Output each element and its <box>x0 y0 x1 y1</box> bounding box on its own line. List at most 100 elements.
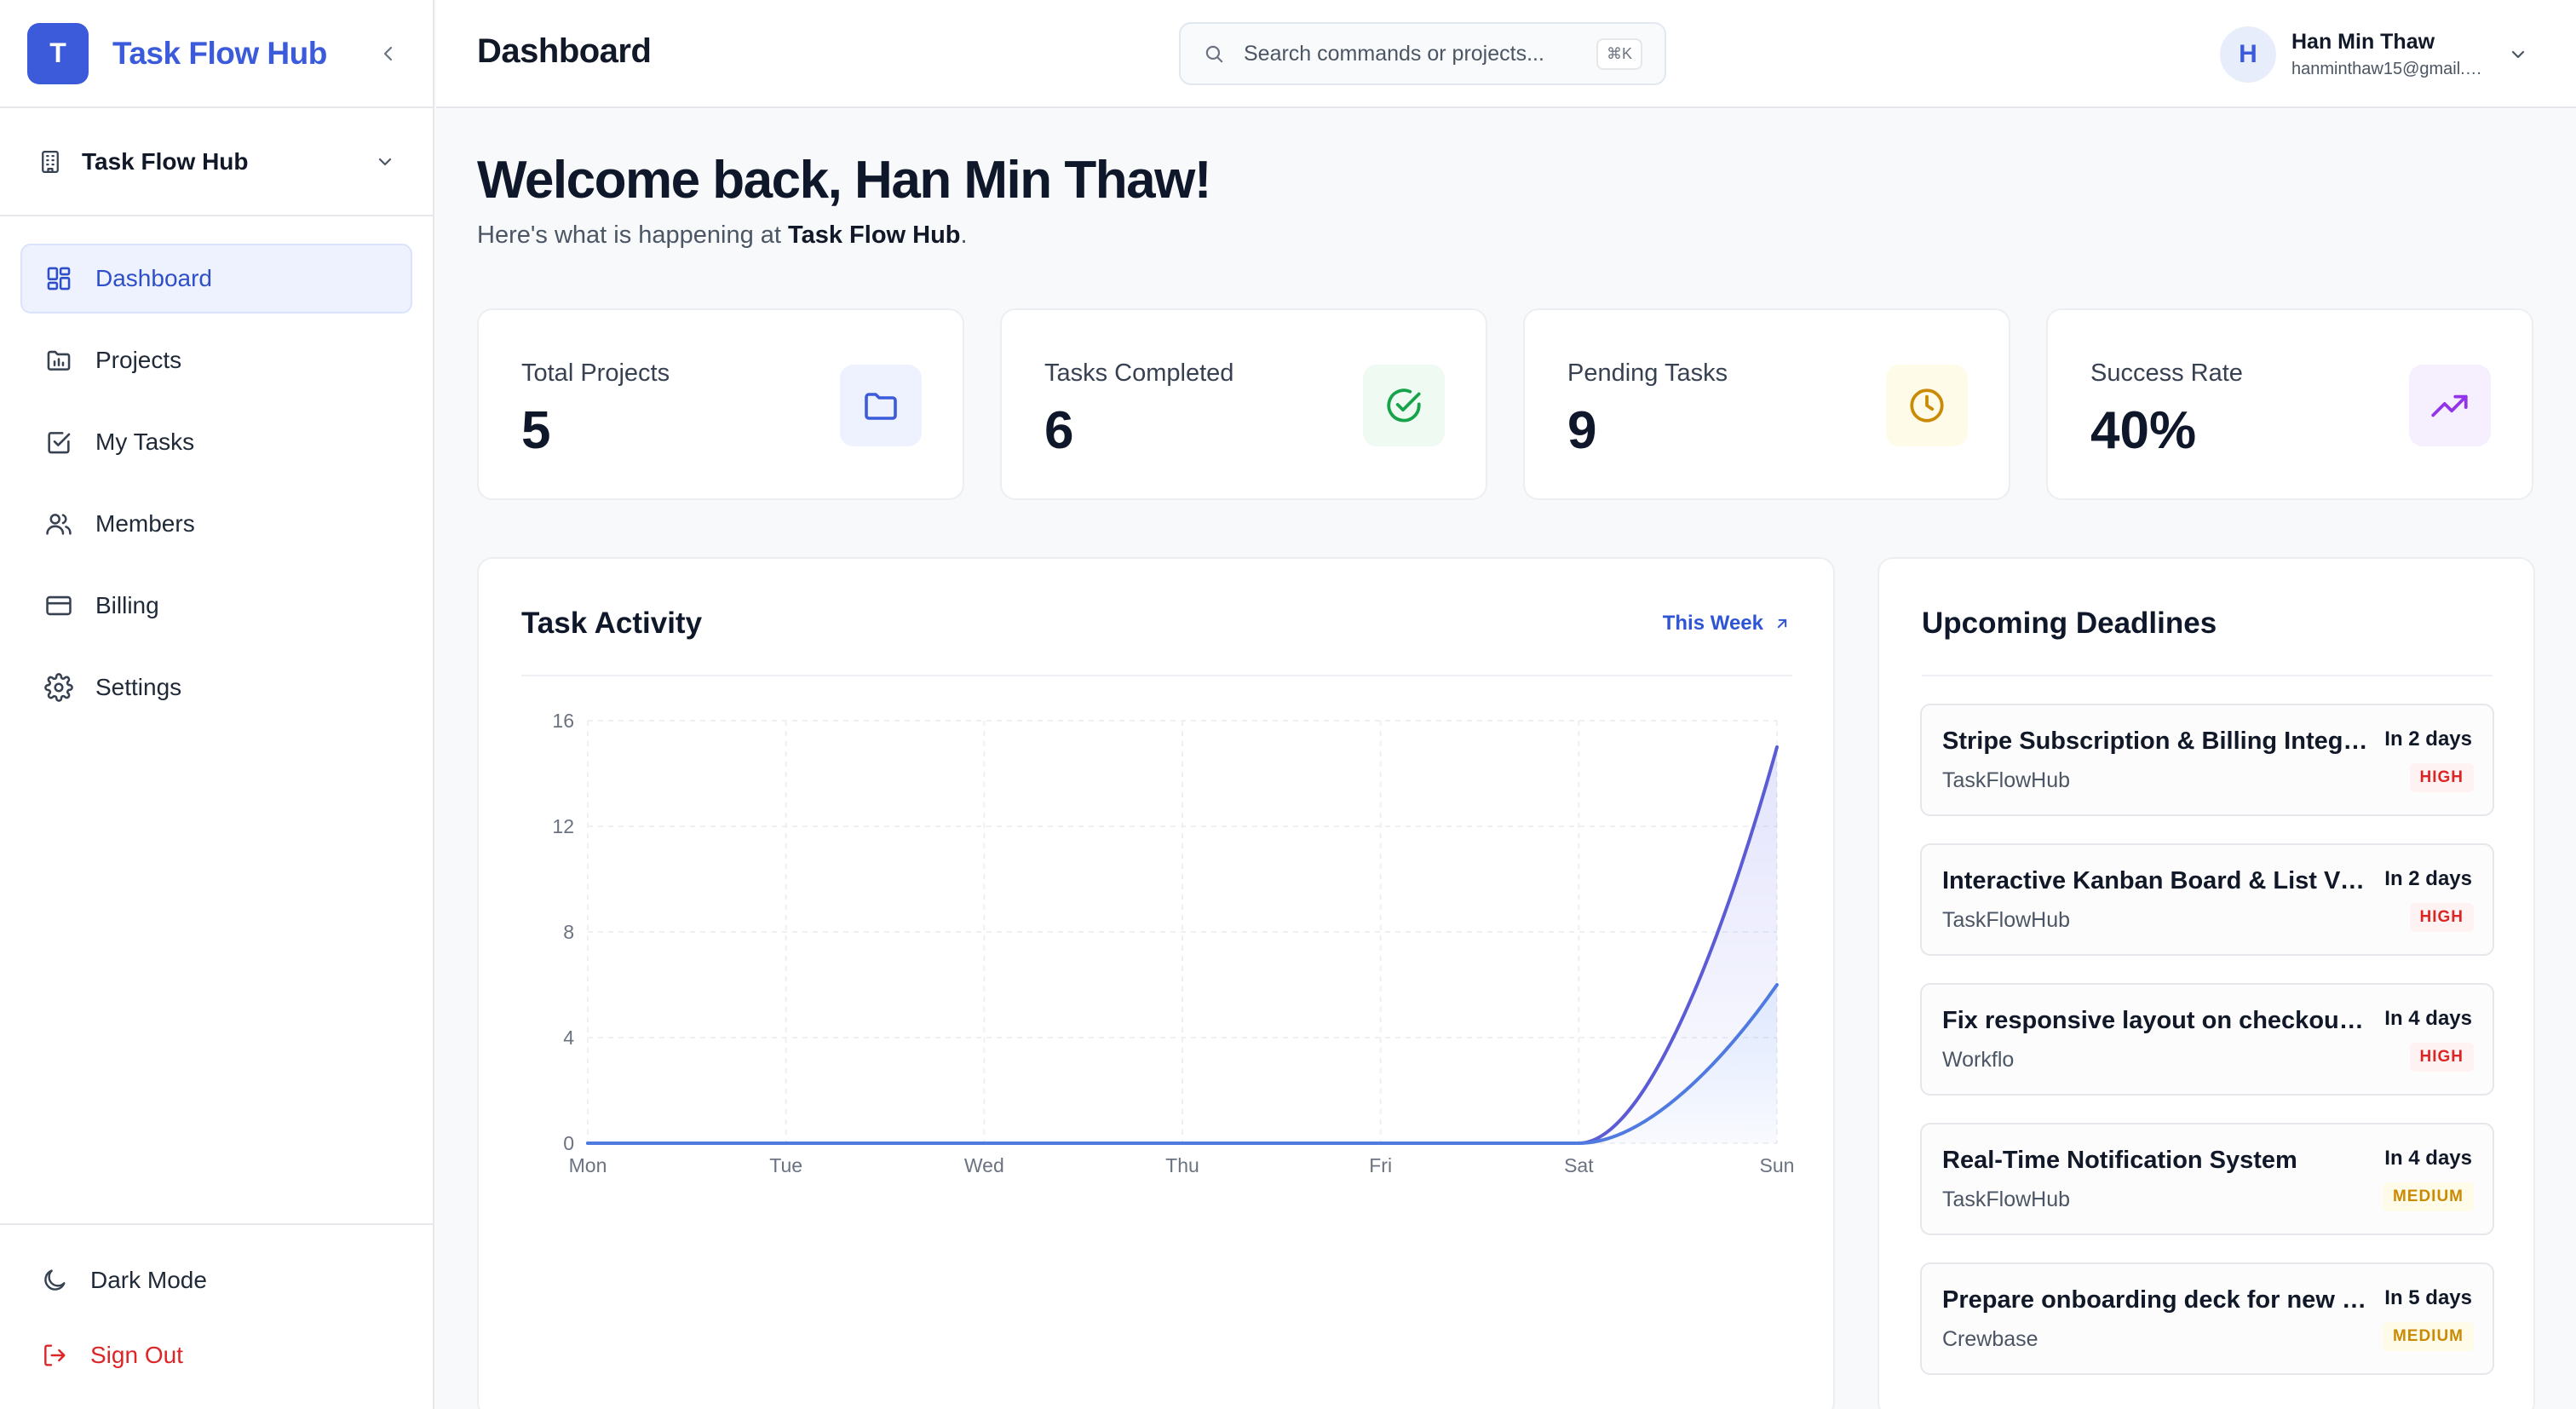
y-tick-label: 12 <box>552 815 574 837</box>
deadline-item[interactable]: Fix responsive layout on checkout page Wo… <box>1920 983 2494 1096</box>
dark-mode-toggle[interactable]: Dark Mode <box>20 1247 412 1314</box>
sign-out-label: Sign Out <box>90 1342 183 1368</box>
this-week-label: This Week <box>1662 612 1763 635</box>
y-tick-label: 0 <box>563 1132 574 1154</box>
subtitle-prefix: Here's what is happening at <box>477 221 789 249</box>
folder-icon <box>865 393 897 420</box>
workspace-switcher[interactable]: Task Flow Hub <box>0 108 433 216</box>
deadline-due: In 4 days <box>2384 1147 2472 1170</box>
chevron-down-icon <box>2511 50 2525 59</box>
x-tick-label: Wed <box>964 1154 1004 1176</box>
welcome-subtitle: Here's what is happening at Task Flow Hu… <box>477 221 968 250</box>
x-tick-label: Sun <box>1760 1154 1795 1176</box>
priority-badge: HIGH <box>2409 763 2474 792</box>
deadline-project: Crewbase <box>1942 1327 2038 1351</box>
folder-chart-icon <box>47 350 71 371</box>
nav-item-my-tasks[interactable]: My Tasks <box>20 407 412 477</box>
credit-card-icon <box>46 595 72 616</box>
gear-icon <box>44 673 73 702</box>
deadline-title: Fix responsive layout on checkout page <box>1942 1007 2368 1034</box>
checkbox-icon <box>48 432 71 454</box>
chevron-down-icon <box>378 158 392 165</box>
deadline-due: In 5 days <box>2384 1286 2472 1309</box>
stat-card-pending-tasks: Pending Tasks 9 <box>1523 308 2010 500</box>
user-email: hanminthaw15@gmail.com <box>2291 60 2489 78</box>
deadline-due: In 2 days <box>2384 728 2472 751</box>
sidebar-footer: Dark Mode Sign Out <box>0 1223 433 1409</box>
stat-label: Success Rate <box>2090 359 2243 387</box>
moon-icon <box>44 1269 66 1291</box>
welcome-heading: Welcome back, Han Min Thaw! <box>477 151 1211 210</box>
deadline-item[interactable]: Stripe Subscription & Billing Integratio… <box>1920 704 2494 816</box>
card-divider <box>1922 675 2493 676</box>
log-out-icon <box>44 1344 66 1366</box>
user-menu[interactable]: H Han Min Thaw hanminthaw15@gmail.com <box>2220 26 2528 83</box>
priority-badge: HIGH <box>2409 903 2474 932</box>
brand-header: T Task Flow Hub <box>0 0 433 108</box>
chevron-left-icon <box>383 46 393 60</box>
series-line <box>586 983 1779 1145</box>
deadline-title: Real-Time Notification System <box>1942 1147 2297 1174</box>
nav-label: Dashboard <box>95 265 212 291</box>
clock-icon <box>1910 388 1944 423</box>
deadline-item[interactable]: Prepare onboarding deck for new hires Cre… <box>1920 1262 2494 1375</box>
stat-value: 6 <box>1044 401 1074 460</box>
subtitle-suffix: . <box>960 221 968 249</box>
deadline-item[interactable]: Real-Time Notification System TaskFlowHub… <box>1920 1123 2494 1235</box>
nav-item-billing[interactable]: Billing <box>20 571 412 641</box>
card-title: Task Activity <box>521 607 703 640</box>
stat-card-success-rate: Success Rate 40% <box>2046 308 2533 500</box>
stat-label: Total Projects <box>521 359 670 387</box>
dark-mode-label: Dark Mode <box>90 1267 207 1293</box>
deadline-project: TaskFlowHub <box>1942 1188 2071 1211</box>
arrow-up-right-icon <box>1777 618 1787 629</box>
avatar[interactable]: H <box>2220 26 2276 83</box>
nav-item-settings[interactable]: Settings <box>20 653 412 722</box>
nav-item-projects[interactable]: Projects <box>20 325 412 395</box>
stat-label: Pending Tasks <box>1567 359 1728 387</box>
y-tick-label: 16 <box>552 710 574 732</box>
x-tick-label: Tue <box>769 1154 802 1176</box>
priority-badge: MEDIUM <box>2382 1322 2474 1351</box>
search-input[interactable]: Search commands or projects... ⌘K <box>1179 22 1666 85</box>
x-tick-label: Fri <box>1369 1154 1392 1176</box>
deadline-title: Interactive Kanban Board & List View <box>1942 867 2368 894</box>
brand-name[interactable]: Task Flow Hub <box>112 35 327 71</box>
user-name: Han Min Thaw <box>2291 30 2435 54</box>
series-area <box>588 985 1777 1143</box>
card-title: Upcoming Deadlines <box>1922 607 2217 640</box>
workspace-name: Task Flow Hub <box>82 147 249 175</box>
stat-card-total-projects: Total Projects 5 <box>477 308 964 500</box>
nav-label: My Tasks <box>95 428 195 455</box>
trending-up-icon <box>2431 394 2468 417</box>
series-area <box>588 747 1777 1143</box>
search-icon <box>1205 45 1223 63</box>
task-activity-chart: 0 4 8 12 16 Mon Tue Wed Thu Fri Sat Sun <box>552 710 1795 1176</box>
collapse-sidebar-button[interactable] <box>371 37 405 71</box>
stat-icon-box <box>1886 365 1968 446</box>
nav-item-members[interactable]: Members <box>20 489 412 559</box>
page-title: Dashboard <box>477 32 652 70</box>
subtitle-org: Task Flow Hub <box>788 221 961 249</box>
main-nav: Dashboard Projects My Tasks Members Bill… <box>0 216 433 762</box>
brand-logo[interactable]: T <box>27 22 89 84</box>
users-icon <box>46 514 72 535</box>
user-info: Han Min Thaw hanminthaw15@gmail.com <box>2291 30 2489 79</box>
this-week-link[interactable]: This Week <box>1663 612 1791 635</box>
dashboard-icon <box>47 267 71 290</box>
y-tick-label: 8 <box>563 921 574 943</box>
nav-item-dashboard[interactable]: Dashboard <box>20 244 412 313</box>
deadline-item[interactable]: Interactive Kanban Board & List View Task… <box>1920 843 2494 956</box>
deadline-project: TaskFlowHub <box>1942 768 2071 792</box>
upcoming-deadlines-card: Upcoming Deadlines Stripe Subscription &… <box>1877 557 2535 1409</box>
check-circle-icon <box>1387 388 1421 423</box>
deadline-title: Prepare onboarding deck for new hires <box>1942 1286 2368 1314</box>
x-tick-label: Sat <box>1564 1154 1594 1176</box>
deadline-project: TaskFlowHub <box>1942 908 2071 932</box>
stat-label: Tasks Completed <box>1044 359 1234 387</box>
sign-out-button[interactable]: Sign Out <box>20 1322 412 1389</box>
stat-card-tasks-completed: Tasks Completed 6 <box>1000 308 1487 500</box>
deadline-project: Workflo <box>1942 1048 2015 1072</box>
nav-label: Members <box>95 510 195 537</box>
task-activity-card: Task Activity This Week 0 4 8 12 16 Mon Tue Wed… <box>477 557 1835 1409</box>
